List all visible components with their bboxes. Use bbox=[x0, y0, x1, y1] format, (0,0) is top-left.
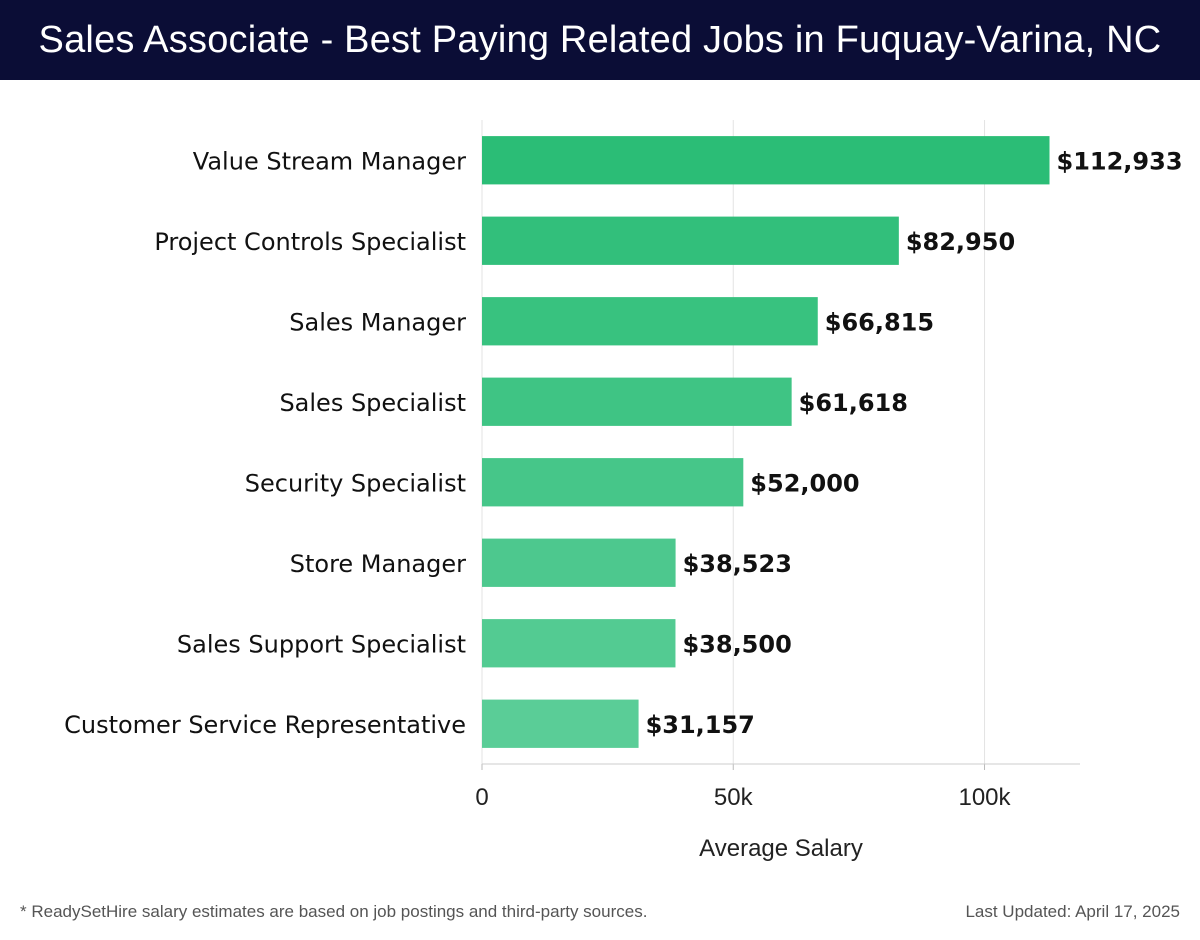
value-label: $61,618 bbox=[799, 389, 908, 417]
bar bbox=[482, 136, 1050, 185]
bar bbox=[482, 619, 676, 668]
category-label: Project Controls Specialist bbox=[154, 228, 466, 256]
chart-title: Sales Associate - Best Paying Related Jo… bbox=[38, 18, 1162, 61]
x-axis-label: Average Salary bbox=[699, 835, 863, 862]
bar-chart: Value Stream Manager Project Controls Spe… bbox=[64, 120, 1183, 862]
bar bbox=[482, 458, 744, 507]
chart-header: Sales Associate - Best Paying Related Jo… bbox=[0, 0, 1200, 80]
value-label: $38,500 bbox=[682, 630, 791, 658]
bar bbox=[482, 216, 899, 265]
category-label: Security Specialist bbox=[245, 469, 466, 497]
category-label: Store Manager bbox=[290, 550, 466, 578]
value-label: $82,950 bbox=[906, 228, 1015, 256]
bar bbox=[482, 538, 676, 587]
category-label: Sales Manager bbox=[289, 308, 466, 336]
value-label: $66,815 bbox=[825, 308, 934, 336]
bars bbox=[482, 136, 1050, 748]
x-tick-label: 50k bbox=[714, 784, 754, 811]
value-labels: $112,933 $82,950 $66,815 $61,618 $52,000 $38,… bbox=[646, 147, 1183, 739]
x-tick-label: 0 bbox=[475, 784, 488, 811]
category-label: Sales Support Specialist bbox=[177, 630, 466, 658]
category-label: Customer Service Representative bbox=[64, 711, 466, 739]
category-label: Value Stream Manager bbox=[193, 147, 466, 175]
footer-updated: Last Updated: April 17, 2025 bbox=[965, 902, 1180, 921]
value-label: $38,523 bbox=[683, 550, 792, 578]
category-label: Sales Specialist bbox=[279, 389, 466, 417]
value-label: $31,157 bbox=[646, 711, 755, 739]
bar bbox=[482, 377, 792, 426]
category-labels: Value Stream Manager Project Controls Spe… bbox=[64, 147, 466, 739]
bar bbox=[482, 699, 639, 748]
x-tick-label: 100k bbox=[958, 784, 1011, 811]
value-label: $112,933 bbox=[1057, 147, 1183, 175]
value-label: $52,000 bbox=[750, 469, 859, 497]
x-axis: 0 50k 100k bbox=[475, 763, 1080, 811]
bar bbox=[482, 297, 818, 346]
footer-note: * ReadySetHire salary estimates are base… bbox=[20, 902, 648, 921]
